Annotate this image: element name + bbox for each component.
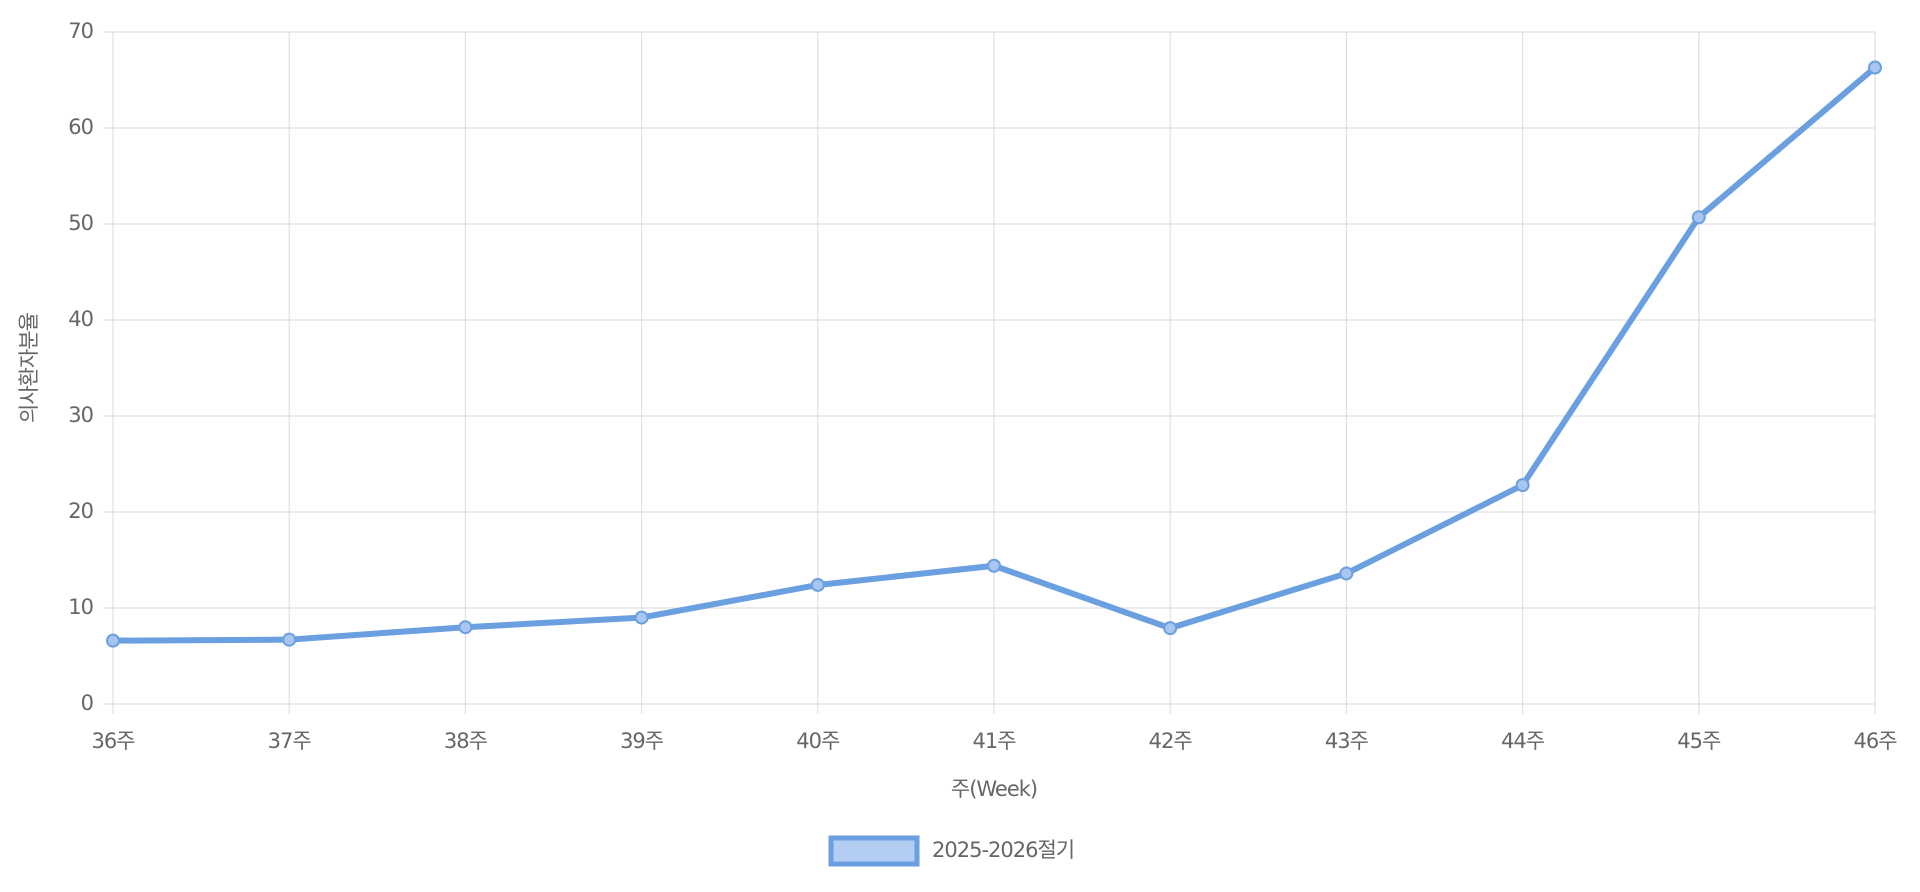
x-tick-label: 44주 <box>1501 729 1545 753</box>
data-point <box>810 577 825 592</box>
x-tick-label: 37주 <box>268 729 312 753</box>
data-point <box>458 620 473 635</box>
data-point <box>987 558 1001 573</box>
y-axis-title: 의사환자분율 <box>17 312 41 423</box>
y-tick-label: 20 <box>68 499 93 523</box>
data-point <box>1163 621 1178 636</box>
x-tick-label: 39주 <box>620 729 664 753</box>
data-point <box>1691 210 1706 225</box>
data-point <box>282 632 297 647</box>
y-tick-label: 60 <box>68 115 93 139</box>
y-tick-label: 70 <box>68 19 93 43</box>
x-tick-label: 45주 <box>1677 729 1721 753</box>
data-point <box>1868 60 1882 75</box>
y-tick-label: 10 <box>68 595 93 619</box>
x-tick-label: 36주 <box>91 729 135 753</box>
data-point <box>1515 478 1530 493</box>
x-tick-label: 46주 <box>1853 729 1897 753</box>
y-tick-label: 0 <box>81 691 93 715</box>
legend-label: 2025-2026절기 <box>932 838 1074 862</box>
x-tick-label: 38주 <box>444 729 488 753</box>
x-tick-label: 43주 <box>1325 729 1369 753</box>
data-point <box>1339 566 1354 581</box>
y-tick-label: 40 <box>68 307 93 331</box>
data-point <box>634 610 649 625</box>
x-tick-label: 40주 <box>796 729 840 753</box>
data-point <box>106 633 120 648</box>
x-tick-label: 42주 <box>1149 729 1193 753</box>
y-tick-label: 50 <box>68 211 93 235</box>
legend-swatch <box>828 835 920 867</box>
y-tick-label: 30 <box>68 403 93 427</box>
x-tick-label: 41주 <box>972 729 1016 753</box>
x-axis-title: 주(Week) <box>951 777 1037 801</box>
